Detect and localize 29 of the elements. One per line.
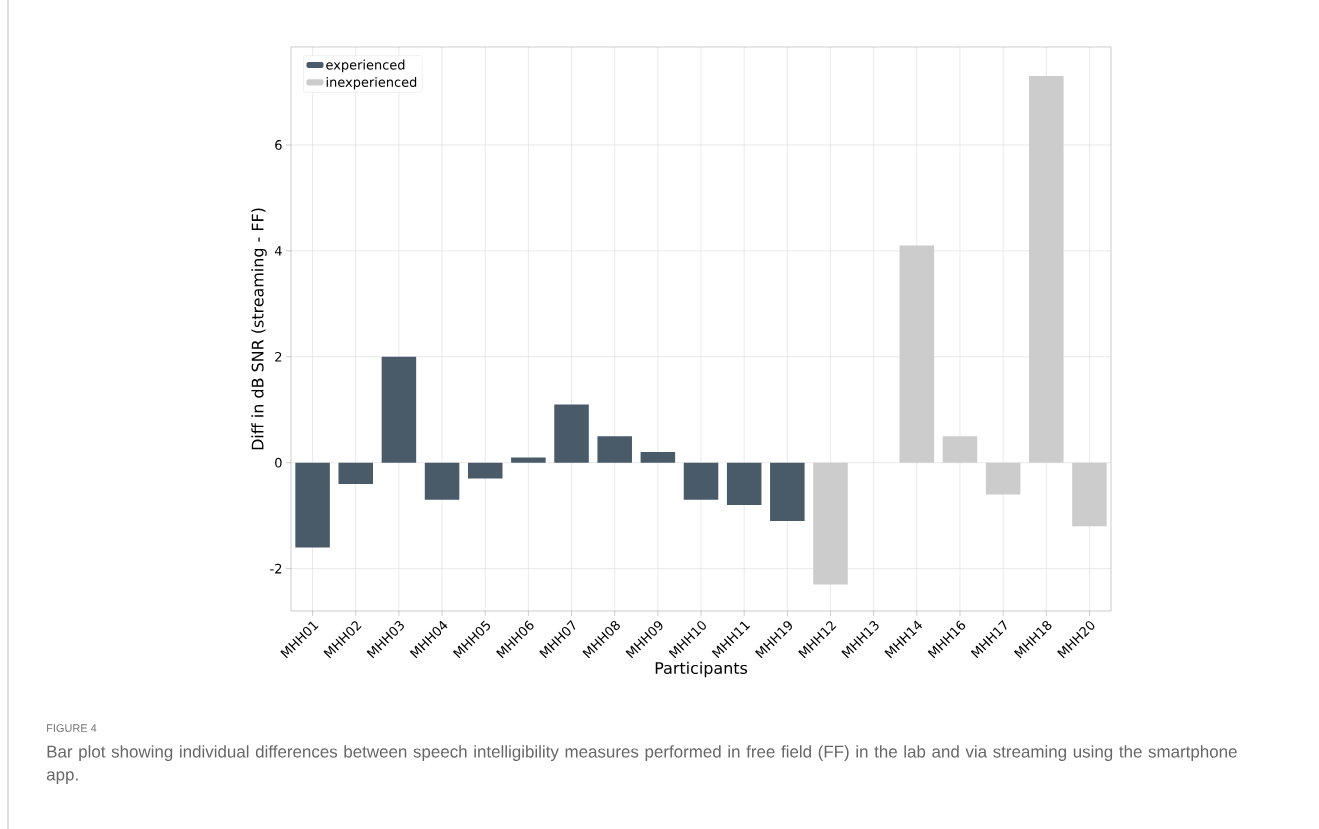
bar: [467, 462, 503, 479]
bar: [338, 462, 374, 484]
bar: [899, 245, 935, 463]
y-tick-label: 2: [275, 351, 282, 362]
bar: [985, 462, 1021, 495]
bar: [295, 462, 330, 548]
y-axis-title: Diff in dB SNR (streaming - FF): [251, 208, 267, 450]
bar: [640, 452, 676, 463]
y-tick-label: 4: [274, 246, 282, 256]
bar: [683, 462, 719, 500]
y-tick-label: -2: [270, 563, 282, 574]
bar: [511, 457, 546, 463]
legend-label: experienced: [326, 59, 405, 73]
x-axis-title: Participants: [655, 661, 748, 678]
bar: [726, 462, 762, 506]
bar: [813, 462, 848, 585]
y-tick-label: 6: [275, 140, 282, 150]
y-tick-label: 0: [275, 457, 282, 468]
bar: [381, 356, 417, 463]
caption: FIGURE 4: [47, 724, 97, 732]
bar: [1072, 462, 1107, 527]
bar: [942, 436, 978, 463]
bar: [1029, 76, 1064, 463]
bar: [597, 436, 632, 463]
text: Bar plot showing individual differences between speech intelligibility measures performed in free field (FF) in the lab and via streaming using the smartphone app.: [46, 745, 1237, 784]
bar: [424, 462, 460, 500]
bar: [770, 462, 805, 521]
bar: [554, 404, 589, 463]
legend-label: inexperienced: [326, 76, 417, 90]
